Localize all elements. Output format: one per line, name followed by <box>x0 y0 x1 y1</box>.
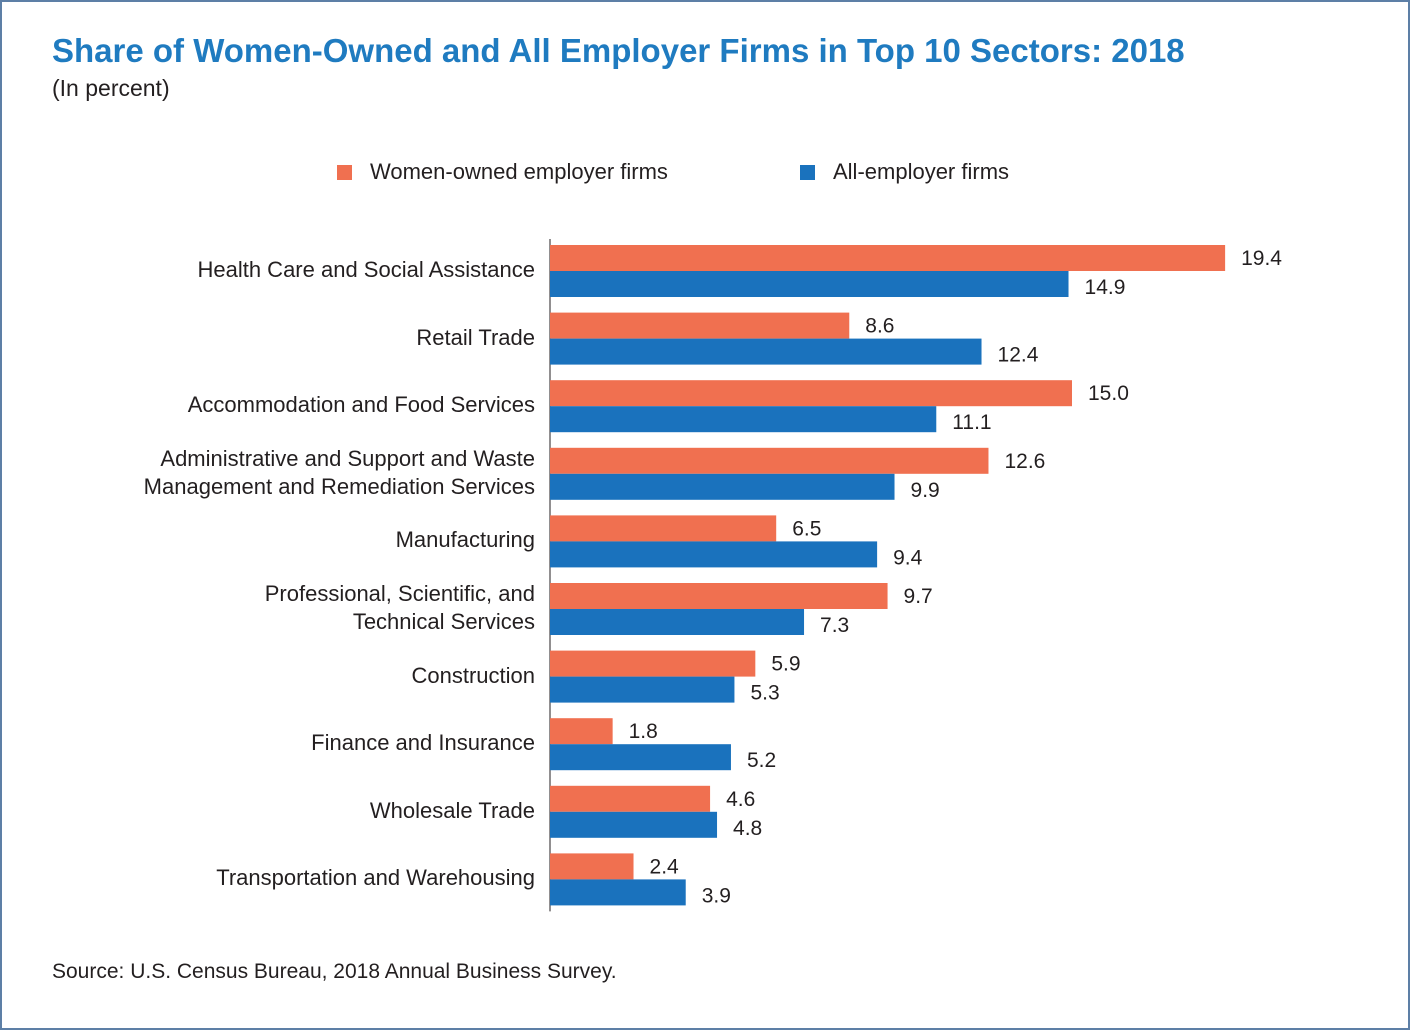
category-label-1: Retail Trade <box>416 324 535 352</box>
value-label-all-3: 9.9 <box>911 479 940 502</box>
bar-all-9 <box>550 879 686 906</box>
legend-label-women: Women-owned employer firms <box>370 159 668 184</box>
value-label-women-9: 2.4 <box>650 855 680 878</box>
bar-women-9 <box>550 853 634 880</box>
category-label-line: Manufacturing <box>395 527 535 553</box>
bar-women-2 <box>550 380 1072 407</box>
category-label-line: Retail Trade <box>416 324 535 350</box>
bar-women-0 <box>550 245 1226 271</box>
bar-women-3 <box>550 447 989 474</box>
value-label-women-6: 5.9 <box>771 653 800 676</box>
legend-swatch-women <box>337 164 352 180</box>
category-label-line: Construction <box>411 662 535 688</box>
value-label-all-7: 5.2 <box>747 749 776 772</box>
value-label-all-1: 12.4 <box>998 344 1039 367</box>
legend-item-women: Women-owned employer firms <box>337 159 668 185</box>
value-label-all-2: 11.1 <box>952 411 991 434</box>
bar-all-8 <box>550 811 718 838</box>
legend-swatch-all <box>800 164 815 180</box>
category-label-6: Construction <box>411 662 535 690</box>
bar-all-3 <box>550 473 895 500</box>
value-label-all-6: 5.3 <box>750 682 779 705</box>
value-label-women-8: 4.6 <box>726 788 755 811</box>
bar-all-2 <box>550 406 937 433</box>
category-label-line: Administrative and Support and Waste <box>160 445 535 471</box>
value-label-women-3: 12.6 <box>1004 450 1045 473</box>
legend-item-all: All-employer firms <box>800 159 1009 185</box>
source-note: Source: U.S. Census Bureau, 2018 Annual … <box>52 960 617 983</box>
category-label-line: Health Care and Social Assistance <box>197 257 535 282</box>
value-label-all-5: 7.3 <box>820 614 849 637</box>
bar-all-1 <box>550 338 982 365</box>
category-label-line: Management and Remediation Services <box>143 473 535 499</box>
chart-subtitle: (In percent) <box>52 75 170 101</box>
value-label-women-5: 9.7 <box>904 585 933 608</box>
category-label-line: Transportation and Warehousing <box>216 865 535 891</box>
value-label-all-8: 4.8 <box>733 817 762 840</box>
value-label-women-4: 6.5 <box>792 517 821 540</box>
bar-all-4 <box>550 541 878 568</box>
category-label-9: Transportation and Warehousing <box>216 864 535 892</box>
value-label-all-4: 9.4 <box>893 546 923 569</box>
category-label-line: Wholesale Trade <box>369 797 535 823</box>
bar-women-1 <box>550 312 850 339</box>
category-label-line: Professional, Scientific, and <box>264 581 535 606</box>
legend-label-all: All-employer firms <box>833 159 1010 184</box>
category-label-3: Administrative and Support and Waste Mana… <box>144 445 535 501</box>
bar-all-7 <box>550 744 731 771</box>
category-label-line: Accommodation and Food Services <box>187 392 535 418</box>
category-label-2: Accommodation and Food Services <box>188 391 535 419</box>
bar-women-7 <box>550 718 613 745</box>
category-label-0: Health Care and Social Assistance <box>197 256 535 284</box>
value-label-all-9: 3.9 <box>702 884 731 907</box>
bar-women-4 <box>550 515 777 542</box>
category-label-8: Wholesale Trade <box>370 797 535 825</box>
category-label-line: Technical Services <box>352 609 535 634</box>
value-label-women-0: 19.4 <box>1241 247 1282 270</box>
value-label-all-0: 14.9 <box>1085 276 1126 299</box>
bar-all-5 <box>550 609 805 635</box>
value-label-women-1: 8.6 <box>865 315 894 338</box>
category-label-7: Finance and Insurance <box>311 729 535 757</box>
bar-women-8 <box>550 785 711 812</box>
value-label-women-2: 15.0 <box>1088 382 1129 405</box>
bar-women-5 <box>550 583 888 609</box>
value-label-women-7: 1.8 <box>629 720 658 743</box>
bar-all-6 <box>550 676 735 703</box>
category-label-5: Professional, Scientific, and Technical S… <box>265 580 535 636</box>
chart-title: Share of Women-Owned and All Employer Fi… <box>52 32 1185 69</box>
category-label-4: Manufacturing <box>396 526 535 554</box>
bar-all-0 <box>550 271 1069 297</box>
category-label-line: Finance and Insurance <box>311 730 535 756</box>
bar-women-6 <box>550 650 756 677</box>
